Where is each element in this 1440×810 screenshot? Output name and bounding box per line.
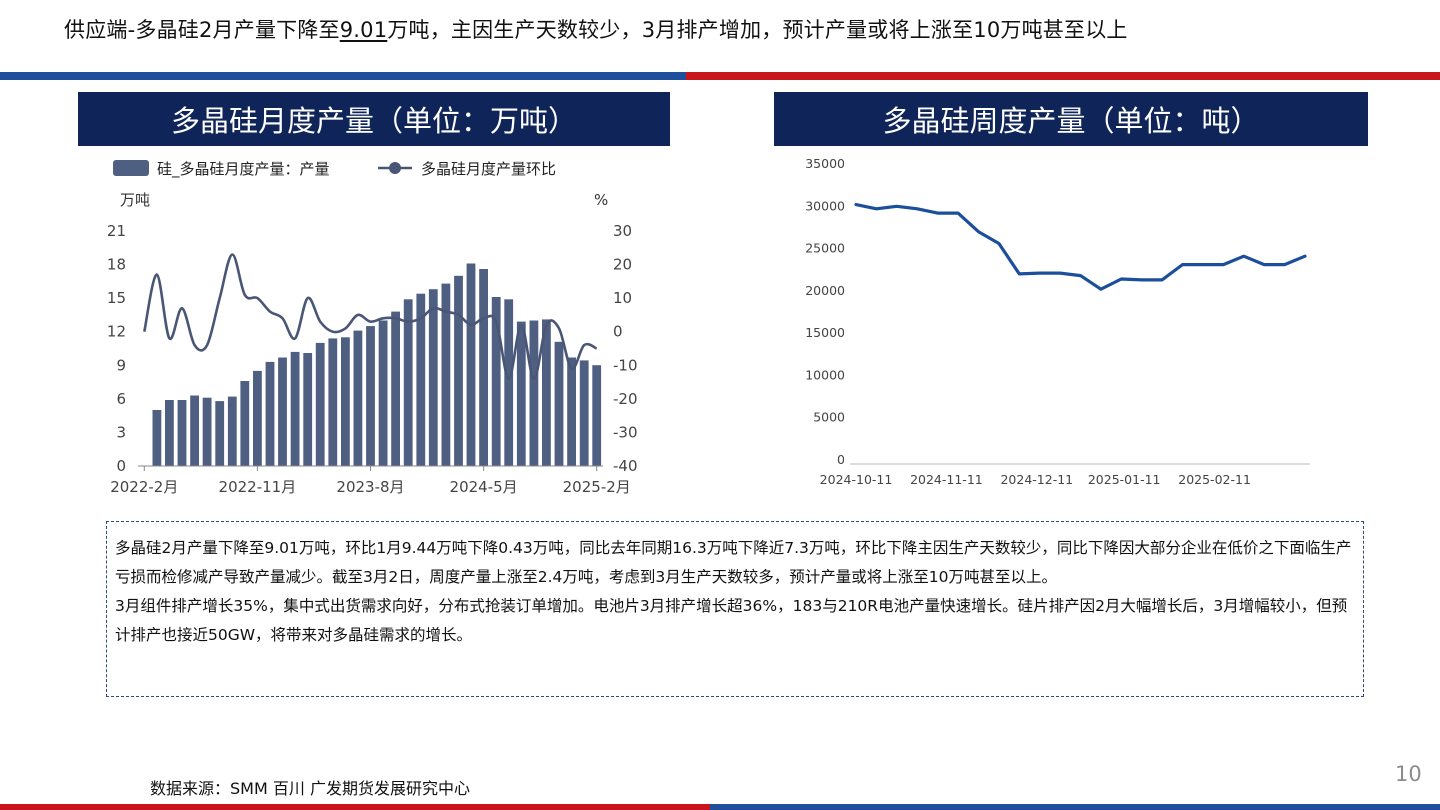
weekly-y-tick-label: 0 xyxy=(837,452,845,467)
bar xyxy=(315,342,325,466)
bar xyxy=(579,360,589,466)
left-panel-title: 多晶硅月度产量（单位：万吨） xyxy=(78,92,670,146)
bar xyxy=(341,337,350,466)
commentary-box: 多晶硅2月产量下降至9.01万吨，环比1月9.44万吨下降0.43万吨，同比去年… xyxy=(106,521,1364,697)
bar xyxy=(227,396,237,466)
bar xyxy=(190,395,199,466)
left-y-tick-label: 15 xyxy=(107,289,126,307)
bar xyxy=(554,341,564,466)
right-y-tick-label: -20 xyxy=(613,390,638,408)
weekly-x-tick-label: 2024-12-11 xyxy=(1000,472,1073,487)
headline-post: 万吨，主因生产天数较少，3月排产增加，预计产量或将上涨至10万吨甚至以上 xyxy=(387,18,1128,42)
left-y-tick-label: 21 xyxy=(107,222,126,240)
legend-line-marker xyxy=(389,162,401,174)
bar xyxy=(592,365,602,466)
right-y-tick-label: -40 xyxy=(613,457,638,475)
headline-underlined-value: 9.01 xyxy=(339,18,388,42)
bar xyxy=(202,397,212,466)
bar xyxy=(504,299,514,466)
top-accent-bar-red xyxy=(686,72,1440,80)
bar xyxy=(378,320,388,466)
left-y-tick-label: 3 xyxy=(116,423,126,441)
weekly-y-tick-label: 10000 xyxy=(805,367,845,382)
page-number: 10 xyxy=(1395,762,1422,786)
weekly-y-tick-label: 5000 xyxy=(813,410,845,425)
bar xyxy=(516,321,526,466)
bar xyxy=(265,361,275,466)
bar xyxy=(366,326,375,466)
bar xyxy=(441,283,451,466)
x-tick-label: 2023-8月 xyxy=(336,478,404,496)
commentary-paragraph-1: 多晶硅2月产量下降至9.01万吨，环比1月9.44万吨下降0.43万吨，同比去年… xyxy=(115,539,1352,586)
right-panel-title: 多晶硅周度产量（单位：吨） xyxy=(774,92,1368,146)
legend-bar-label: 硅_多晶硅月度产量：产量 xyxy=(157,160,330,179)
x-tick-label: 2022-11月 xyxy=(219,478,297,496)
top-accent-bar-blue xyxy=(0,72,686,80)
bar xyxy=(253,370,262,466)
bar xyxy=(403,299,413,466)
bar xyxy=(240,381,250,466)
right-y-tick-label: 20 xyxy=(613,256,632,274)
bar xyxy=(428,289,438,466)
bar xyxy=(177,400,187,466)
bar xyxy=(303,353,313,466)
bar xyxy=(290,351,300,466)
bar xyxy=(479,269,488,466)
right-axis-unit: % xyxy=(594,191,608,209)
weekly-production-line xyxy=(854,203,1307,291)
right-y-tick-label: 30 xyxy=(613,222,632,240)
weekly-y-tick-label: 35000 xyxy=(805,156,845,171)
left-y-tick-label: 18 xyxy=(107,256,126,274)
weekly-x-tick-label: 2025-01-11 xyxy=(1088,472,1161,487)
right-y-tick-label: -30 xyxy=(613,423,638,441)
legend-bar-swatch xyxy=(113,160,149,176)
weekly-y-tick-label: 20000 xyxy=(805,283,845,298)
bar xyxy=(215,401,225,466)
bar xyxy=(454,275,463,466)
weekly-x-tick-label: 2025-02-11 xyxy=(1178,472,1251,487)
bar xyxy=(542,319,551,466)
bar xyxy=(529,320,539,466)
bottom-accent-bar-blue xyxy=(710,804,1440,810)
commentary-paragraph-2: 3月组件排产增长35%，集中式出货需求向好，分布式抢装订单增加。电池片3月排产增… xyxy=(115,597,1348,644)
bottom-accent-bar-red xyxy=(0,804,710,810)
left-y-tick-label: 9 xyxy=(116,356,126,374)
weekly-y-tick-label: 30000 xyxy=(805,198,845,213)
left-y-tick-label: 12 xyxy=(107,323,126,341)
left-axis-unit: 万吨 xyxy=(120,191,150,209)
bar xyxy=(567,357,576,466)
headline: 供应端-多晶硅2月产量下降至9.01万吨，主因生产天数较少，3月排产增加，预计产… xyxy=(64,14,1128,44)
mom-change-line xyxy=(143,253,598,381)
right-y-tick-label: 0 xyxy=(613,323,623,341)
weekly-y-tick-label: 15000 xyxy=(805,325,845,340)
x-tick-label: 2022-2月 xyxy=(110,478,178,496)
x-tick-label: 2024-5月 xyxy=(450,478,518,496)
bar xyxy=(491,297,501,466)
headline-pre: 供应端-多晶硅2月产量下降至 xyxy=(64,18,340,42)
bar xyxy=(466,263,476,466)
x-tick-label: 2025-2月 xyxy=(563,478,631,496)
bar xyxy=(391,311,400,466)
bar xyxy=(165,400,174,466)
bar xyxy=(416,293,426,466)
weekly-x-tick-label: 2024-11-11 xyxy=(910,472,983,487)
right-y-tick-label: -10 xyxy=(613,356,638,374)
weekly-x-tick-label: 2024-10-11 xyxy=(820,472,893,487)
left-y-tick-label: 6 xyxy=(116,390,126,408)
right-y-tick-label: 10 xyxy=(613,289,632,307)
legend-line-label: 多晶硅月度产量环比 xyxy=(421,160,556,178)
left-y-tick-label: 0 xyxy=(116,457,126,475)
weekly-chart-group: 0 5000 10000 15000 20000 25000 30000 35000 2024-… xyxy=(805,156,1310,487)
bar xyxy=(278,357,287,466)
bar xyxy=(152,410,162,466)
bar xyxy=(328,338,338,466)
bar xyxy=(353,330,363,466)
data-source: 数据来源：SMM 百川 广发期货发展研究中心 xyxy=(150,779,470,798)
weekly-y-tick-label: 25000 xyxy=(805,241,845,256)
